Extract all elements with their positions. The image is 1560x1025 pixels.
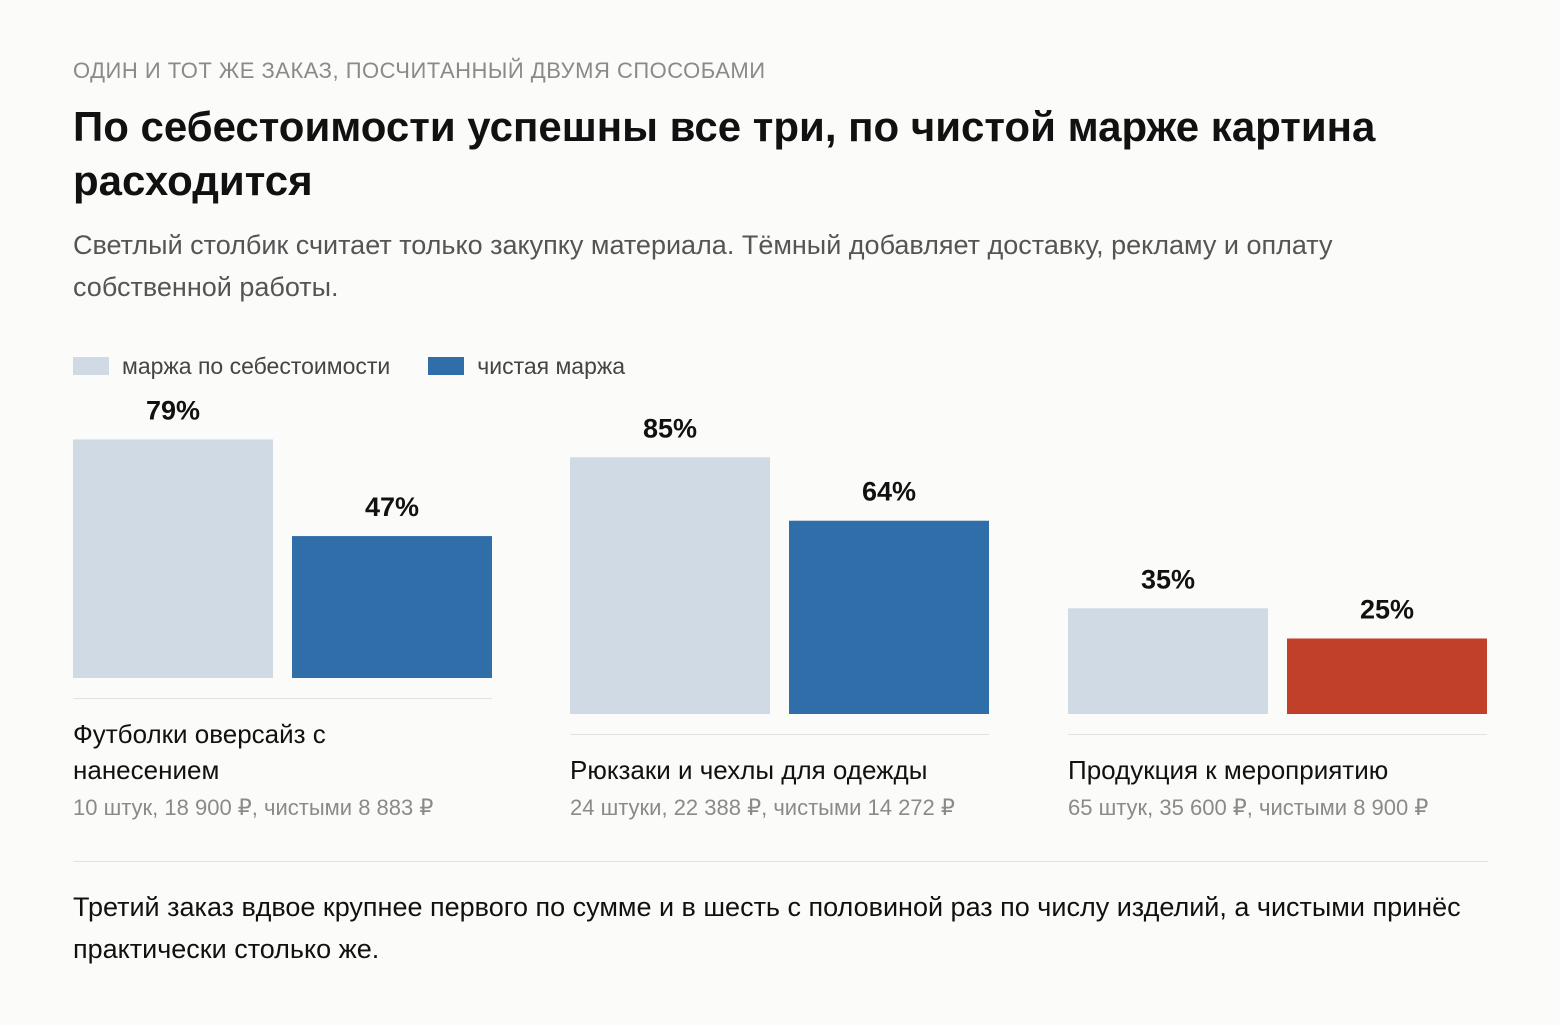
category-baseline [73,698,492,699]
category-label-group: Продукция к мероприятию 65 штук, 35 600 ₽… [1068,752,1488,824]
legend-item-cost-margin: маржа по себестоимости [73,353,390,380]
legend-item-net-margin: чистая маржа [428,353,625,380]
category-baseline [1068,734,1487,735]
bottom-divider [73,861,1488,862]
category-details: 65 штук, 35 600 ₽, чистыми 8 900 ₽ [1068,795,1429,820]
bar-net-margin [292,536,492,678]
legend-label-net-margin: чистая маржа [477,352,626,379]
bar-net-margin [789,520,989,714]
category-name: Футболки оверсайз с нанесением [73,719,326,785]
bar-value-label: 85% [643,413,697,443]
category-details: 10 штук, 18 900 ₽, чистыми 8 883 ₽ [73,795,434,820]
legend: маржа по себестоимости чистая маржа [73,350,663,382]
legend-swatch-cost-margin [73,357,109,375]
legend-label-cost-margin: маржа по себестоимости [122,352,391,379]
category-name: Продукция к мероприятию [1068,755,1389,785]
bar-value-label: 35% [1141,564,1195,594]
legend-swatch-net-margin [428,357,465,375]
chart-subtitle: Светлый столбик считает только закупку м… [73,230,1333,302]
bar-value-label: 79% [146,400,200,425]
eyebrow: ОДИН И ТОТ ЖЕ ЗАКАЗ, ПОСЧИТАННЫЙ ДВУМЯ С… [73,58,766,83]
bar-value-label: 25% [1360,595,1414,625]
bar-cost-margin [1068,608,1268,714]
footnote: Третий заказ вдвое крупнее первого по су… [73,892,1461,964]
category-label-group: Рюкзаки и чехлы для одежды 24 штуки, 22 3… [570,752,990,824]
bar-cost-margin [570,457,770,714]
category-details: 24 штуки, 22 388 ₽, чистыми 14 272 ₽ [570,795,955,820]
category-baseline [570,734,989,735]
chart-title: По себестоимости успешны все три, по чис… [73,103,1376,204]
bar-cost-margin [73,439,273,678]
bar-chart: 79% 47% 85% 64% 35% 25% [73,400,1487,735]
bar-net-margin [1287,638,1487,714]
category-label-group: Футболки оверсайз с нанесением 10 штук, 1… [73,716,493,824]
category-name: Рюкзаки и чехлы для одежды [570,755,928,785]
bar-value-label: 47% [365,492,419,522]
bar-value-label: 64% [862,477,916,507]
